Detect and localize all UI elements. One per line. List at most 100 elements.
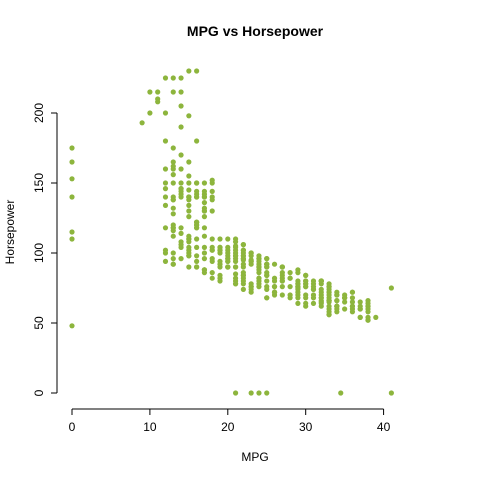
data-point bbox=[256, 275, 262, 281]
data-point bbox=[69, 194, 75, 200]
data-point bbox=[170, 172, 176, 178]
data-point bbox=[326, 281, 332, 287]
data-point bbox=[209, 177, 215, 183]
data-point bbox=[201, 180, 208, 186]
data-point bbox=[162, 110, 169, 116]
data-point bbox=[232, 247, 239, 253]
data-point bbox=[271, 289, 278, 295]
data-point bbox=[209, 236, 215, 242]
data-point bbox=[318, 300, 324, 306]
data-point bbox=[209, 244, 215, 250]
data-point bbox=[318, 295, 324, 301]
data-point bbox=[69, 323, 75, 329]
data-point bbox=[264, 278, 270, 284]
data-point bbox=[287, 295, 293, 301]
data-point bbox=[194, 68, 200, 74]
data-point bbox=[248, 250, 254, 256]
data-point bbox=[326, 309, 332, 315]
data-point bbox=[342, 306, 348, 312]
data-point bbox=[225, 244, 231, 250]
data-point bbox=[178, 124, 184, 130]
data-point bbox=[178, 180, 184, 186]
data-point bbox=[170, 197, 176, 203]
data-point bbox=[217, 247, 223, 253]
data-point bbox=[170, 75, 176, 81]
data-point bbox=[365, 309, 371, 315]
data-point bbox=[240, 261, 246, 267]
data-point bbox=[170, 228, 176, 234]
data-point bbox=[217, 236, 223, 242]
data-point bbox=[256, 281, 262, 287]
data-point bbox=[162, 202, 169, 208]
data-point bbox=[373, 314, 379, 320]
data-point bbox=[232, 258, 239, 264]
data-point bbox=[232, 253, 239, 259]
x-axis-label: MPG bbox=[241, 450, 268, 464]
data-point bbox=[264, 264, 270, 270]
data-point bbox=[310, 295, 317, 301]
y-tick-label: 150 bbox=[32, 173, 46, 193]
data-point bbox=[357, 314, 363, 320]
data-point bbox=[303, 295, 309, 301]
data-point bbox=[178, 242, 184, 248]
data-point bbox=[357, 299, 363, 305]
data-point bbox=[232, 281, 239, 287]
data-point bbox=[264, 390, 270, 396]
data-point bbox=[357, 303, 363, 309]
data-point bbox=[170, 256, 176, 262]
y-axis-label: Horsepower bbox=[3, 200, 17, 265]
data-point bbox=[69, 159, 75, 165]
data-point bbox=[264, 295, 270, 301]
data-point bbox=[194, 188, 200, 194]
data-point bbox=[287, 270, 293, 276]
data-point bbox=[310, 284, 317, 290]
data-point bbox=[186, 208, 192, 214]
data-point bbox=[162, 225, 169, 231]
data-point bbox=[194, 138, 200, 144]
data-point bbox=[303, 272, 309, 278]
data-point bbox=[194, 236, 200, 242]
data-point bbox=[201, 256, 208, 262]
data-point bbox=[69, 236, 75, 242]
data-point bbox=[287, 284, 293, 290]
data-point bbox=[334, 303, 340, 309]
data-point bbox=[217, 258, 223, 264]
data-point bbox=[279, 275, 285, 281]
y-tick-label: 0 bbox=[32, 389, 46, 396]
data-point bbox=[318, 286, 324, 292]
data-point bbox=[232, 239, 239, 245]
data-point bbox=[155, 89, 161, 95]
data-point bbox=[186, 113, 192, 119]
data-point bbox=[338, 390, 344, 396]
data-point bbox=[170, 89, 176, 95]
data-point bbox=[178, 166, 184, 172]
data-point bbox=[209, 208, 215, 214]
data-point bbox=[334, 292, 340, 298]
data-point bbox=[201, 225, 208, 231]
data-point bbox=[69, 176, 75, 182]
data-point bbox=[326, 303, 332, 309]
data-point bbox=[271, 284, 278, 290]
data-point bbox=[349, 299, 356, 305]
data-point bbox=[201, 250, 208, 256]
data-point bbox=[155, 99, 161, 105]
x-tick-label: 20 bbox=[221, 420, 235, 434]
data-point bbox=[334, 298, 340, 304]
data-point bbox=[147, 89, 153, 95]
y-tick-label: 200 bbox=[32, 103, 46, 123]
data-point bbox=[209, 197, 215, 203]
data-point bbox=[264, 272, 270, 278]
data-point bbox=[240, 278, 246, 284]
data-point bbox=[194, 258, 200, 264]
data-point bbox=[264, 286, 270, 292]
y-tick-label: 50 bbox=[32, 316, 46, 330]
data-point bbox=[178, 89, 184, 95]
data-point bbox=[209, 275, 215, 281]
data-point bbox=[240, 242, 246, 248]
data-point bbox=[186, 247, 192, 253]
data-point bbox=[287, 275, 293, 281]
data-point bbox=[162, 166, 169, 172]
data-point bbox=[201, 214, 208, 220]
data-point bbox=[388, 285, 394, 291]
